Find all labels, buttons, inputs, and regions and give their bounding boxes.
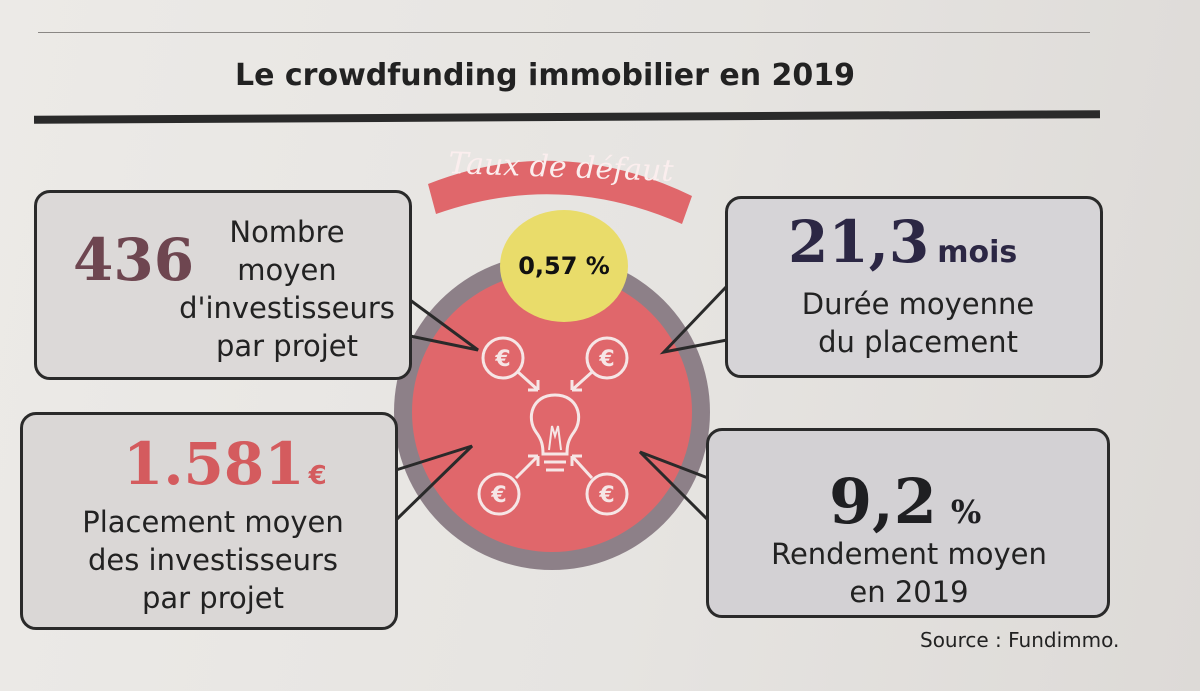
- infographic-title: Le crowdfunding immobilier en 2019: [234, 58, 856, 93]
- investors-label: Nombre moyen d'investisseurs par projet: [179, 215, 395, 363]
- banner-ribbon: [428, 160, 692, 224]
- duration-value: 21,3 mois: [788, 208, 1018, 276]
- yield-box: 9,2% Rendement moyen en 2019: [706, 428, 1110, 618]
- svg-text:€: €: [598, 347, 614, 372]
- yield-value: 9,2%: [829, 465, 982, 538]
- source-note: Source : Fundimmo.: [920, 628, 1120, 652]
- default-rate-value: 0,57 %: [500, 210, 628, 322]
- svg-text:€: €: [490, 483, 506, 508]
- arrow-icon: [516, 370, 540, 392]
- investors-box: 436 Nombre moyen d'investisseurs par pro…: [34, 190, 412, 380]
- arrow-icon: [570, 454, 594, 480]
- yield-label: Rendement moyen en 2019: [771, 537, 1047, 609]
- svg-text:€: €: [494, 347, 510, 372]
- euro-coin-icon: [477, 472, 521, 516]
- euro-coin-icon: [481, 336, 525, 380]
- placement-box: 1.581 € Placement moyen des investisseurs…: [20, 412, 398, 630]
- arrow-icon: [570, 370, 594, 392]
- placement-label: Placement moyen des investisseurs par pr…: [82, 505, 344, 615]
- arrow-icon: [514, 454, 540, 480]
- euro-coin-icon: [585, 472, 629, 516]
- investors-value: 436: [73, 226, 195, 294]
- svg-text:€: €: [598, 483, 614, 508]
- euro-coin-icon: [585, 336, 629, 380]
- lightbulb-icon: [530, 393, 580, 456]
- top-rule: [38, 32, 1090, 33]
- duration-box: 21,3 mois Durée moyenne du placement: [725, 196, 1103, 378]
- duration-label: Durée moyenne du placement: [801, 287, 1035, 359]
- placement-value: 1.581 €: [123, 430, 327, 498]
